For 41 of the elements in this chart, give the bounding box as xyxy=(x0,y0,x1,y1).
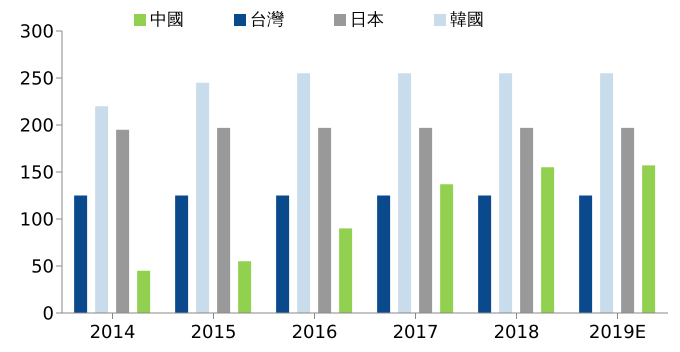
y-tick-label: 300 xyxy=(20,21,54,42)
bar xyxy=(398,73,412,313)
legend-label: 韓國 xyxy=(450,10,484,30)
bar xyxy=(642,165,656,313)
x-tick-label: 2016 xyxy=(292,322,338,343)
legend-label: 日本 xyxy=(350,10,384,30)
bar xyxy=(95,106,108,313)
bar xyxy=(419,128,432,313)
x-tick-label: 2014 xyxy=(90,322,136,343)
y-tick-label: 150 xyxy=(20,162,54,184)
bar xyxy=(579,196,592,313)
x-tick-label: 2018 xyxy=(494,322,540,343)
y-tick-label: 200 xyxy=(20,115,54,136)
bar xyxy=(520,128,534,313)
legend-label: 中國 xyxy=(150,10,184,30)
bar xyxy=(377,196,390,313)
bar xyxy=(196,82,210,313)
x-tick-label: 2019E xyxy=(588,322,646,343)
bar xyxy=(440,184,454,313)
bar xyxy=(621,128,634,313)
bar xyxy=(478,196,492,313)
legend-label: 台灣 xyxy=(250,10,284,30)
bar xyxy=(318,128,332,313)
bar xyxy=(217,128,230,313)
bar xyxy=(541,167,554,313)
bar xyxy=(276,196,290,313)
y-tick-label: 0 xyxy=(42,303,54,324)
y-tick-label: 50 xyxy=(31,256,54,278)
bar xyxy=(339,228,352,313)
x-tick-label: 2015 xyxy=(190,322,236,343)
x-tick-label: 2017 xyxy=(392,322,438,343)
y-tick-label: 250 xyxy=(20,68,54,90)
bar xyxy=(600,73,614,313)
bar xyxy=(297,73,310,313)
bar xyxy=(238,261,252,313)
y-tick-label: 100 xyxy=(20,209,54,230)
bar xyxy=(499,73,512,313)
bar xyxy=(137,270,150,313)
bar xyxy=(74,196,88,313)
bar xyxy=(116,130,130,313)
bar xyxy=(175,196,188,313)
